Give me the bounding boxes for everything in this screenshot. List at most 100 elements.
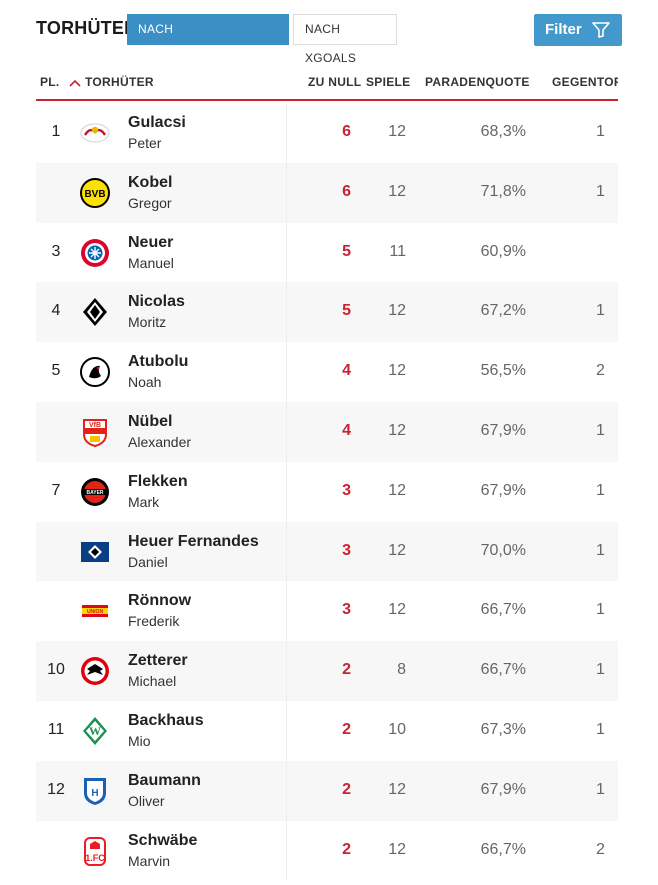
table-row[interactable]: 12 H Baumann Oliver 2 12 67,9% 1 (36, 760, 618, 821)
save-rate-cell: 66,7% (480, 840, 526, 858)
table-row[interactable]: 1.FC Schwäbe Marvin 2 12 66,7% 2 (36, 820, 618, 881)
sort-asc-icon[interactable] (69, 79, 81, 87)
column-separator (286, 641, 287, 701)
save-rate-cell: 66,7% (480, 661, 526, 679)
club-logo-stuttgart-icon: VfB (83, 418, 107, 447)
table-row[interactable]: 1 Gulacsi Peter 6 12 68,3% 1 (36, 103, 618, 163)
club-logo-bayern-icon (81, 238, 109, 267)
player-first-name: Daniel (128, 553, 168, 570)
save-rate-cell: 66,7% (480, 601, 526, 619)
col-clean-sheets-header[interactable]: ZU NULL (308, 75, 362, 89)
player-last-name[interactable]: Gulacsi (128, 114, 186, 131)
player-last-name[interactable]: Backhaus (128, 711, 204, 729)
player-last-name[interactable]: Nicolas (128, 293, 185, 311)
table-row[interactable]: 3 Neuer Manuel 5 11 60,9% (36, 222, 618, 283)
player-first-name: Peter (128, 135, 162, 151)
player-first-name: Manuel (128, 254, 174, 271)
save-rate-cell: 70,0% (480, 541, 526, 559)
player-last-name[interactable]: Heuer Fernandes (128, 532, 259, 550)
column-separator (286, 401, 287, 462)
clean-sheets-cell: 5 (342, 242, 351, 260)
col-rank-header[interactable]: PL. (40, 75, 81, 89)
goalkeeper-table: PL. TORHÜTER ZU NULL SPIELE PARADENQUOTE… (36, 62, 618, 885)
club-logo-union-icon: UNION (82, 605, 108, 618)
filter-button[interactable]: Filter (534, 14, 622, 46)
col-goals-against-header[interactable]: GEGENTOR (552, 75, 618, 89)
table-row[interactable]: 10 Zetterer Michael 2 8 66,7% 1 (36, 641, 618, 701)
games-cell: 12 (388, 601, 406, 619)
top-bar: TORHÜTER NACH PARADENQUOTEN NACH XGOALS … (36, 14, 622, 67)
goals-against-cell: 1 (596, 182, 605, 200)
games-cell: 12 (388, 421, 406, 439)
svg-text:H: H (91, 788, 98, 799)
svg-text:1.FC: 1.FC (85, 853, 105, 863)
player-first-name: Michael (128, 673, 177, 690)
player-last-name[interactable]: Kobel (128, 173, 173, 191)
col-save-rate-header[interactable]: PARADENQUOTE (425, 75, 530, 89)
save-rate-cell: 67,9% (480, 481, 526, 499)
table-row[interactable]: 11 W Backhaus Mio 2 10 67,3% 1 (36, 700, 618, 761)
player-first-name: Mark (128, 493, 160, 510)
games-cell: 12 (388, 541, 406, 559)
player-last-name[interactable]: Zetterer (128, 652, 188, 670)
filter-label: Filter (545, 21, 582, 38)
games-cell: 12 (388, 302, 406, 320)
games-cell: 12 (388, 780, 406, 798)
column-separator (286, 581, 287, 642)
col-player-header[interactable]: TORHÜTER (85, 75, 154, 89)
save-rate-cell: 56,5% (480, 362, 526, 380)
club-logo-bvb-icon: BVB (80, 177, 110, 208)
player-last-name[interactable]: Flekken (128, 472, 188, 490)
col-games-header[interactable]: SPIELE (366, 75, 411, 89)
player-last-name[interactable]: Neuer (128, 233, 174, 251)
table-row[interactable]: 4 Nicolas Moritz 5 12 67,2% 1 (36, 282, 618, 343)
clean-sheets-cell: 2 (342, 780, 351, 798)
goals-against-cell: 2 (596, 840, 605, 858)
goals-against-cell: 1 (596, 601, 605, 619)
player-last-name[interactable]: Rönnow (128, 592, 192, 610)
club-logo-hsv-icon (81, 541, 109, 562)
goals-against-cell: 1 (596, 123, 605, 140)
tab-xgoals[interactable]: NACH XGOALS (293, 14, 397, 65)
column-separator (286, 282, 287, 343)
player-first-name: Gregor (128, 194, 172, 211)
column-separator (286, 700, 287, 761)
games-cell: 11 (389, 242, 406, 260)
goals-against-cell: 1 (596, 481, 605, 499)
svg-text:UNION: UNION (87, 609, 104, 615)
rank-cell: 4 (51, 302, 61, 320)
goals-against-cell: 1 (596, 541, 605, 559)
column-separator (286, 521, 287, 582)
table-row[interactable]: VfB Nübel Alexander 4 12 67,9% 1 (36, 401, 618, 462)
club-logo-rb-leipzig-icon (80, 123, 110, 143)
table-row[interactable]: 7 BAYER Flekken Mark 3 12 67,9% 1 (36, 461, 618, 522)
clean-sheets-cell: 2 (342, 720, 351, 738)
goals-against-cell: 1 (596, 302, 605, 320)
column-separator (286, 461, 287, 522)
player-last-name[interactable]: Atubolu (128, 353, 189, 371)
player-first-name: Moritz (128, 314, 167, 331)
club-logo-frankfurt-icon (81, 657, 109, 686)
table-header: PL. TORHÜTER ZU NULL SPIELE PARADENQUOTE… (36, 62, 618, 101)
column-separator (286, 760, 287, 821)
table-row[interactable]: 5 Atubolu Noah 4 12 56,5% 2 (36, 342, 618, 402)
save-rate-cell: 71,8% (480, 182, 526, 200)
goals-against-cell: 1 (596, 720, 605, 738)
svg-text:BVB: BVB (84, 189, 105, 200)
table-row[interactable]: BVB Kobel Gregor 6 12 71,8% 1 (36, 162, 618, 223)
games-cell: 12 (388, 182, 406, 200)
rank-cell: 7 (51, 481, 61, 499)
table-row[interactable]: Heuer Fernandes Daniel 3 12 70,0% 1 (36, 521, 618, 582)
clean-sheets-cell: 4 (342, 362, 351, 380)
clean-sheets-cell: 6 (342, 182, 351, 200)
player-last-name[interactable]: Schwäbe (128, 831, 198, 849)
table-row[interactable]: UNION Rönnow Frederik 3 12 66,7% 1 (36, 581, 618, 642)
svg-text:BAYER: BAYER (86, 490, 103, 496)
games-cell: 12 (388, 123, 406, 140)
tab-paradenquoten[interactable]: NACH PARADENQUOTEN (127, 14, 289, 67)
player-last-name[interactable]: Nübel (128, 412, 173, 430)
column-separator (286, 222, 287, 283)
games-cell: 10 (388, 720, 406, 738)
player-last-name[interactable]: Baumann (128, 771, 201, 789)
